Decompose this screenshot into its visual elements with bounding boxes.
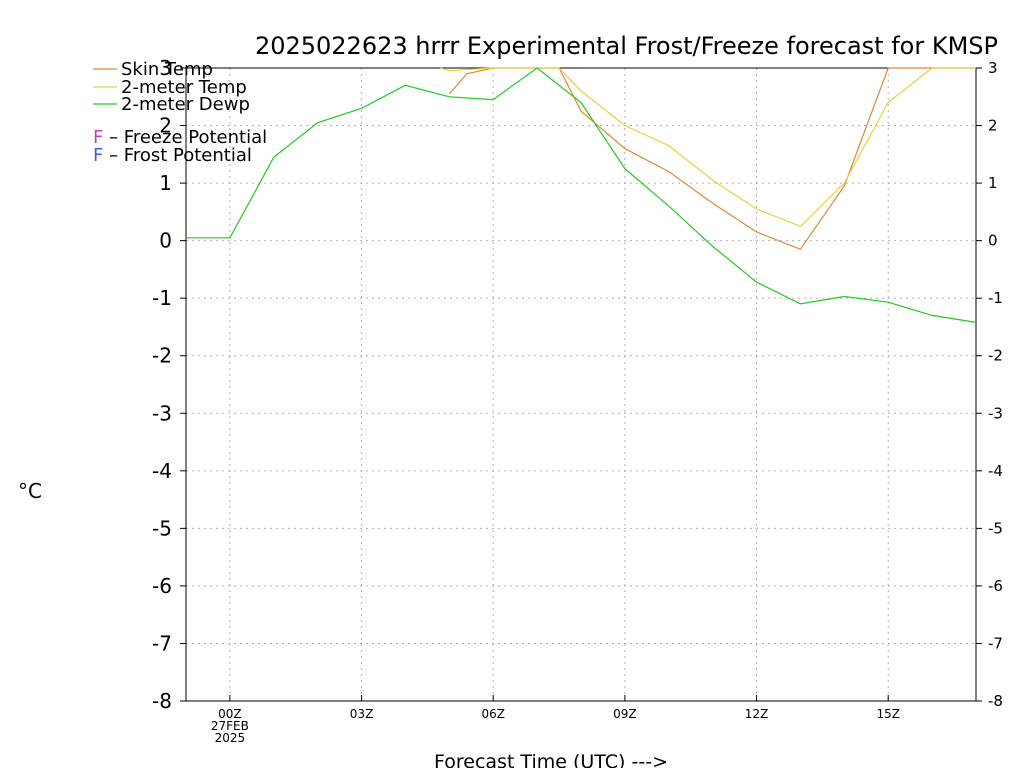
y-tick-label-left: 1 [159, 171, 172, 195]
y-tick-label-right: -4 [988, 462, 1003, 480]
y-tick-label-left: -2 [152, 344, 172, 368]
x-tick-label: 03Z [350, 707, 374, 721]
series-line-1 [440, 67, 976, 228]
y-tick-label-left: -5 [152, 516, 172, 540]
legend-potential: F – Freeze Potential [93, 127, 267, 148]
legend-potential-text: – Freeze Potential [103, 127, 267, 148]
x-axis-label: Forecast Time (UTC) ---> [434, 751, 668, 768]
legend-label: Skin Temp [121, 59, 213, 80]
legend-label: 2-meter Temp [121, 77, 247, 98]
chart-title: 2025022623 hrrr Experimental Frost/Freez… [255, 32, 998, 60]
legend-potential-text: – Frost Potential [103, 145, 252, 166]
y-tick-label-left: -6 [152, 574, 172, 598]
y-tick-label-left: 3 [159, 56, 172, 80]
y-tick-label-right: -8 [988, 692, 1003, 710]
x-tick-label: 15Z [876, 707, 900, 721]
y-tick-label-left: -4 [152, 459, 172, 483]
y-tick-label-right: 3 [988, 59, 998, 77]
y-tick-label-right: -7 [988, 634, 1003, 652]
y-tick-label-left: -7 [152, 631, 172, 655]
y-tick-label-right: -5 [988, 519, 1003, 537]
y-tick-label-right: -1 [988, 289, 1003, 307]
y-tick-label-right: -6 [988, 577, 1003, 595]
y-tick-label-left: 2 [159, 114, 172, 138]
y-tick-label-left: -3 [152, 401, 172, 425]
y-tick-label-right: 1 [988, 174, 998, 192]
legend-potential: F – Frost Potential [93, 145, 252, 166]
plot-frame [185, 67, 977, 702]
x-tick-date: 27FEB [211, 719, 249, 733]
y-tick-label-left: -8 [152, 689, 172, 713]
x-tick-label: 09Z [613, 707, 637, 721]
x-tick-label: 06Z [481, 707, 505, 721]
y-tick-label-left: 0 [159, 229, 172, 253]
legend-potential-letter: F [93, 145, 103, 166]
y-axis-label: °C [18, 479, 42, 503]
data-series [186, 67, 977, 323]
grid-lines [186, 68, 976, 701]
y-tick-label-right: -3 [988, 404, 1003, 422]
x-tick-label: 12Z [745, 707, 769, 721]
y-tick-label-left: -1 [152, 286, 172, 310]
y-tick-label-right: 2 [988, 117, 998, 135]
y-tick-label-right: -2 [988, 347, 1003, 365]
x-tick-year: 2025 [215, 731, 246, 745]
y-axis-ticks: -8 -8 -7 -7 -6 -6 -5 -5 -4 -4 -3 -3 -2 -2 -1 -1 0 0 1 1 2 2 3 3 [152, 56, 1003, 713]
series-line-2 [186, 67, 977, 323]
y-tick-label-right: 0 [988, 232, 998, 250]
legend-label: 2-meter Dewp [121, 94, 250, 115]
x-tick-label: 00Z [218, 707, 242, 721]
legend-potential-letter: F [93, 127, 103, 148]
